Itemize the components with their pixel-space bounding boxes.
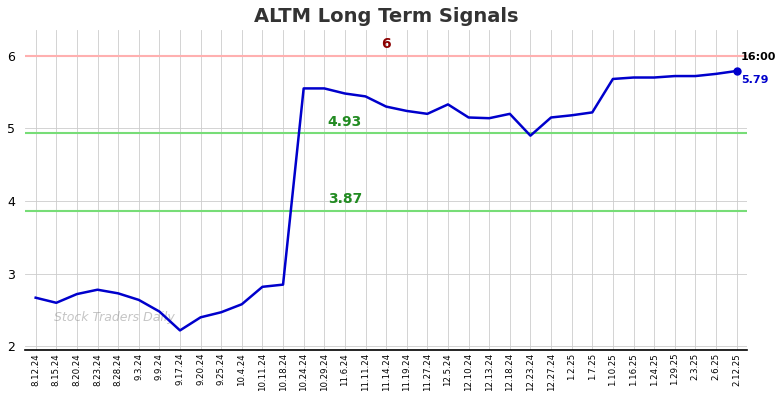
Text: 6: 6 [381, 37, 391, 51]
Title: ALTM Long Term Signals: ALTM Long Term Signals [254, 7, 518, 26]
Text: 3.87: 3.87 [328, 192, 362, 206]
Text: 16:00: 16:00 [741, 52, 776, 62]
Text: 4.93: 4.93 [328, 115, 362, 129]
Text: 5.79: 5.79 [741, 75, 768, 85]
Text: Stock Traders Daily: Stock Traders Daily [54, 312, 175, 324]
